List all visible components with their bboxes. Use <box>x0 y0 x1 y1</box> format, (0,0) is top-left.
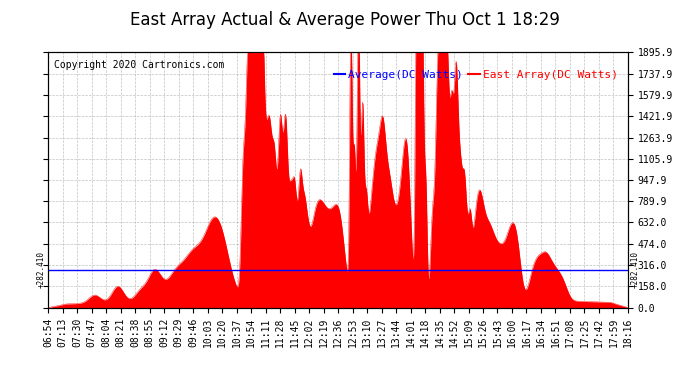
Legend: Average(DC Watts), East Array(DC Watts): Average(DC Watts), East Array(DC Watts) <box>329 66 622 85</box>
Text: Copyright 2020 Cartronics.com: Copyright 2020 Cartronics.com <box>54 60 224 70</box>
Text: +282.410: +282.410 <box>37 251 46 288</box>
Text: East Array Actual & Average Power Thu Oct 1 18:29: East Array Actual & Average Power Thu Oc… <box>130 11 560 29</box>
Text: +282.410: +282.410 <box>631 251 640 288</box>
